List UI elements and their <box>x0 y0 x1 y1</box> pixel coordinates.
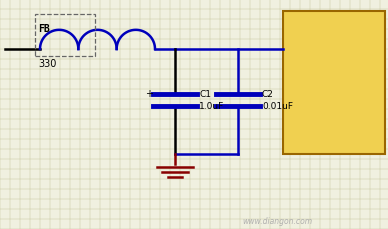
Text: +: + <box>145 89 153 98</box>
Text: 1.0uF: 1.0uF <box>199 101 224 111</box>
Text: 0.01uF: 0.01uF <box>262 101 293 111</box>
Bar <box>283 12 385 154</box>
Text: www.diangon.com: www.diangon.com <box>242 216 312 225</box>
Text: 330: 330 <box>38 59 56 69</box>
Text: FB: FB <box>38 24 50 34</box>
Text: C2: C2 <box>262 90 274 98</box>
Text: C1: C1 <box>199 90 211 98</box>
Bar <box>35 15 95 57</box>
